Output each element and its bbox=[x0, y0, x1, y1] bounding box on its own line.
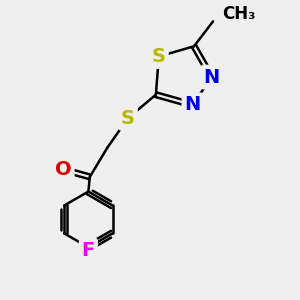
Text: N: N bbox=[184, 95, 201, 115]
Text: S: S bbox=[152, 47, 166, 66]
Text: O: O bbox=[55, 160, 72, 179]
Text: N: N bbox=[203, 68, 220, 87]
Text: S: S bbox=[121, 109, 135, 128]
Text: F: F bbox=[82, 241, 95, 260]
Text: CH₃: CH₃ bbox=[222, 5, 255, 23]
